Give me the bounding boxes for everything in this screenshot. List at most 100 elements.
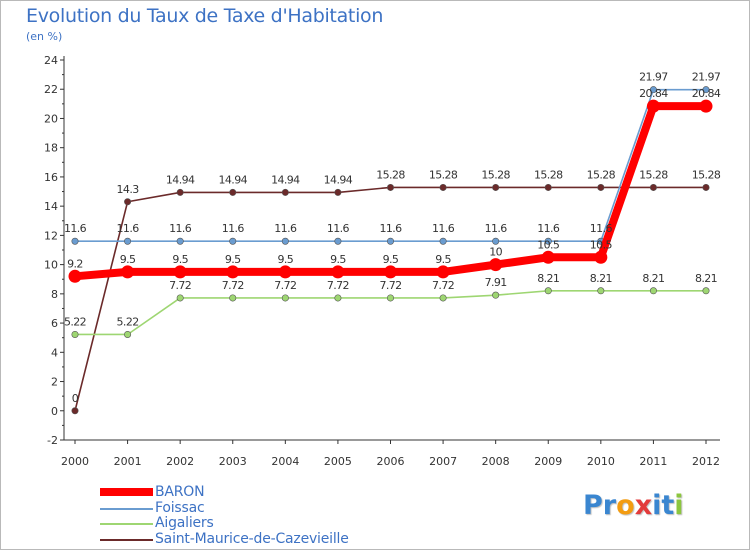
data-point-foissac	[281, 237, 289, 245]
x-tick-label: 2009	[534, 455, 562, 468]
data-label-foissac: 11.6	[274, 222, 297, 235]
data-point-baron	[436, 265, 450, 279]
data-point-baron	[226, 265, 240, 279]
data-point-foissac	[492, 237, 500, 245]
data-point-saint-maurice-de-cazevieille	[702, 183, 710, 191]
data-point-baron	[384, 265, 397, 279]
data-point-saint-maurice-de-cazevieille	[597, 183, 605, 191]
data-label-saint-maurice-de-cazevieille: 15.28	[587, 168, 616, 181]
data-label-aigaliers: 7.72	[169, 279, 191, 292]
data-label-aigaliers: 5.22	[117, 315, 139, 328]
x-tick-label: 2012	[692, 455, 720, 468]
logo-letter: o	[616, 490, 635, 521]
chart-title: Evolution du Taux de Taxe d'Habitation	[26, 5, 384, 27]
data-label-saint-maurice-de-cazevieille: 15.28	[639, 168, 668, 181]
data-point-foissac	[386, 237, 394, 245]
y-tick-label: 20	[44, 112, 58, 125]
data-label-aigaliers: 5.22	[64, 315, 86, 328]
data-label-aigaliers: 8.21	[695, 272, 717, 285]
data-point-foissac	[439, 237, 447, 245]
data-label-saint-maurice-de-cazevieille: 15.28	[481, 168, 510, 181]
y-tick-label: 14	[44, 200, 58, 213]
data-label-saint-maurice-de-cazevieille: 14.3	[117, 183, 140, 196]
logo-letter: P	[583, 490, 603, 521]
y-tick-label: 8	[51, 288, 58, 301]
data-label-baron: 9.2	[67, 257, 83, 270]
x-tick-label: 2002	[166, 455, 194, 468]
data-label-aigaliers: 7.72	[432, 279, 454, 292]
legend-label-baron: BARON	[155, 484, 205, 500]
data-point-aigaliers	[281, 294, 289, 302]
data-label-foissac: 21.97	[692, 71, 721, 84]
data-label-foissac: 11.6	[117, 222, 140, 235]
data-label-saint-maurice-de-cazevieille: 15.28	[692, 168, 721, 181]
data-label-foissac: 21.97	[639, 71, 668, 84]
logo-letter: x	[634, 490, 653, 521]
data-point-saint-maurice-de-cazevieille	[649, 183, 657, 191]
data-label-aigaliers: 7.72	[327, 279, 349, 292]
legend-swatch-foissac	[100, 507, 153, 510]
data-point-baron	[173, 265, 187, 279]
data-point-saint-maurice-de-cazevieille	[492, 183, 500, 191]
data-point-baron	[541, 250, 555, 264]
data-label-aigaliers: 7.91	[485, 276, 507, 289]
data-point-foissac	[229, 237, 237, 245]
data-point-foissac	[71, 237, 79, 245]
data-point-aigaliers	[649, 287, 657, 295]
data-label-baron: 9.5	[225, 253, 241, 266]
data-label-baron: 20.84	[639, 87, 668, 100]
data-label-baron: 20.84	[692, 87, 721, 100]
data-point-aigaliers	[439, 294, 447, 302]
data-point-aigaliers	[544, 287, 552, 295]
logo-letter: t	[661, 490, 675, 521]
data-point-saint-maurice-de-cazevieille	[176, 188, 184, 196]
data-label-foissac: 11.6	[64, 222, 87, 235]
data-label-saint-maurice-de-cazevieille: 14.94	[271, 173, 300, 186]
logo-letter: i	[652, 490, 662, 521]
data-label-baron: 9.5	[435, 253, 451, 266]
data-label-aigaliers: 7.72	[379, 279, 401, 292]
data-label-saint-maurice-de-cazevieille: 14.94	[324, 173, 353, 186]
data-point-baron	[646, 99, 660, 113]
x-tick-label: 2010	[587, 455, 615, 468]
y-tick-label: 6	[51, 317, 58, 330]
data-point-aigaliers	[71, 330, 79, 338]
data-label-foissac: 11.6	[327, 222, 350, 235]
data-point-baron	[331, 265, 345, 279]
data-label-saint-maurice-de-cazevieille: 15.28	[534, 168, 563, 181]
data-point-baron	[489, 258, 503, 272]
data-point-saint-maurice-de-cazevieille	[124, 198, 132, 206]
data-point-saint-maurice-de-cazevieille	[229, 188, 237, 196]
data-label-aigaliers: 7.72	[274, 279, 296, 292]
x-tick-label: 2011	[639, 455, 667, 468]
data-point-aigaliers	[597, 287, 605, 295]
data-label-saint-maurice-de-cazevieille: 14.94	[166, 173, 195, 186]
data-label-baron: 9.5	[172, 253, 188, 266]
data-label-foissac: 11.6	[590, 222, 613, 235]
data-label-baron: 10.5	[590, 238, 613, 251]
data-label-baron: 10	[489, 246, 502, 259]
data-point-baron	[68, 269, 82, 283]
data-point-baron	[278, 265, 292, 279]
y-tick-label: 22	[44, 83, 58, 96]
legend-label-saint-maurice: Saint-Maurice-de-Cazevieille	[155, 530, 349, 547]
data-point-aigaliers	[229, 294, 237, 302]
data-label-baron: 9.5	[277, 253, 293, 266]
data-label-baron: 9.5	[120, 253, 136, 266]
proxiti-logo: Proxiti	[583, 490, 684, 521]
data-label-baron: 10.5	[537, 238, 560, 251]
data-point-saint-maurice-de-cazevieille	[439, 183, 447, 191]
data-label-baron: 9.5	[330, 253, 346, 266]
data-point-baron	[121, 265, 135, 279]
data-point-aigaliers	[492, 291, 500, 299]
y-tick-label: 2	[51, 376, 58, 389]
data-point-baron	[699, 99, 713, 113]
data-label-saint-maurice-de-cazevieille: 15.28	[376, 168, 405, 181]
chart-subtitle: (en %)	[26, 30, 63, 43]
x-tick-label: 2008	[482, 455, 510, 468]
x-tick-label: 2000	[61, 455, 89, 468]
data-point-foissac	[649, 86, 657, 94]
x-tick-label: 2004	[271, 455, 299, 468]
data-point-foissac	[176, 237, 184, 245]
